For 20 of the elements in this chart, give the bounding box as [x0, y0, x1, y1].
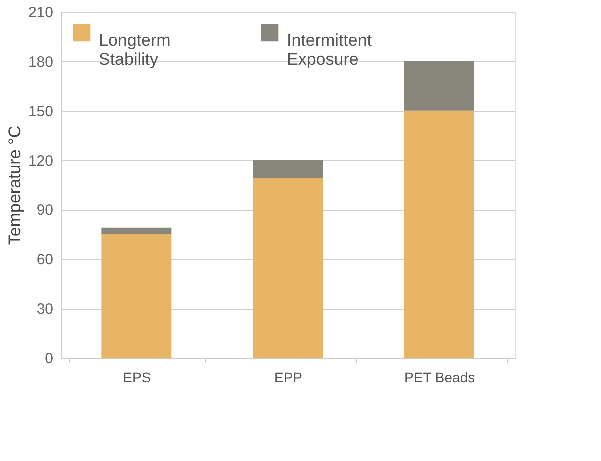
bar [102, 234, 172, 358]
x-tick-label: EPP [274, 370, 303, 386]
bar [404, 110, 474, 358]
bar [253, 160, 323, 178]
y-tick-label: 150 [28, 103, 54, 120]
x-tick-label: EPS [123, 370, 152, 386]
y-tick-label: 120 [28, 152, 54, 170]
y-tick-label: 210 [28, 4, 54, 22]
x-tick-label: PET Beads [404, 370, 476, 386]
bar [253, 178, 323, 358]
y-tick-label: 90 [36, 202, 54, 220]
bar [102, 228, 172, 234]
y-axis-title: Temperature °C [5, 126, 24, 246]
bar [404, 61, 474, 111]
legend-label: Intermittent Exposure [287, 31, 372, 69]
legend-label: Longterm Stability [99, 31, 171, 69]
y-tick-label: 60 [36, 252, 54, 269]
y-tick-label: 30 [36, 301, 54, 318]
y-tick-label: 0 [45, 350, 54, 368]
y-tick-label: 180 [28, 54, 54, 71]
